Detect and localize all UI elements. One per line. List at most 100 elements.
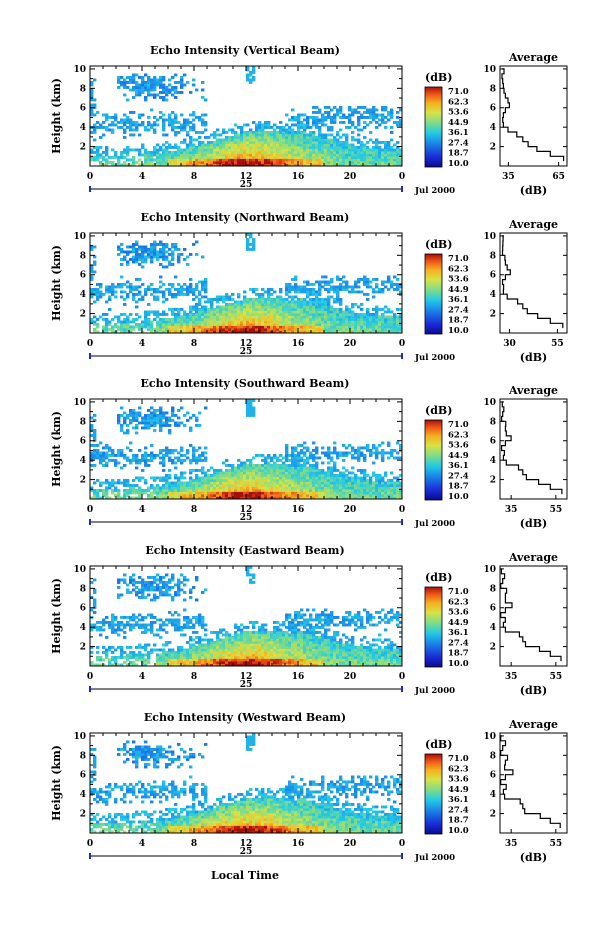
heatmap-cell	[252, 316, 255, 319]
heatmap-cell	[243, 291, 246, 294]
heatmap-cell	[255, 489, 258, 492]
heatmap-cell	[156, 422, 159, 425]
heatmap-cell	[360, 323, 363, 326]
heatmap-cell	[123, 313, 126, 316]
heatmap-cell	[207, 321, 210, 324]
heatmap-cell	[375, 318, 378, 321]
heatmap-cell	[324, 156, 327, 159]
heatmap-cell	[201, 313, 204, 316]
heatmap-cell	[231, 479, 234, 482]
heatmap-cell	[165, 489, 168, 492]
heatmap-cell	[279, 472, 282, 475]
heatmap-cell	[150, 261, 153, 264]
heatmap-cell	[150, 494, 153, 497]
heatmap-cell	[252, 139, 255, 142]
heatmap-cell	[324, 288, 327, 291]
heatmap-cell	[234, 472, 237, 475]
heatmap-cell	[312, 467, 315, 470]
heatmap-cell	[261, 141, 264, 144]
heatmap-cell	[345, 151, 348, 154]
heatmap-cell	[276, 494, 279, 497]
heatmap-cell	[396, 288, 399, 291]
heatmap-cell	[177, 156, 180, 159]
heatmap-cell	[204, 457, 207, 460]
heatmap-cell	[150, 288, 153, 291]
heatmap-cell	[300, 449, 303, 452]
heatmap-cell	[357, 139, 360, 142]
heatmap-cell	[318, 146, 321, 149]
heatmap-cell	[147, 419, 150, 422]
heatmap-cell	[192, 151, 195, 154]
heatmap-cell	[153, 477, 156, 480]
date-label: Jul 2000	[414, 353, 455, 363]
heatmap-cell	[300, 318, 303, 321]
heatmap-cell	[300, 131, 303, 134]
heatmap-cell	[144, 492, 147, 495]
heatmap-cell	[201, 256, 204, 259]
heatmap-cell	[279, 154, 282, 157]
heatmap-cell	[351, 151, 354, 154]
heatmap-cell	[303, 469, 306, 472]
heatmap-cell	[171, 449, 174, 452]
heatmap-cell	[195, 146, 198, 149]
heatmap-cell	[93, 263, 96, 266]
heatmap-cell	[306, 144, 309, 147]
heatmap-cell	[222, 131, 225, 134]
heatmap-cell	[165, 482, 168, 485]
heatmap-cell	[342, 116, 345, 119]
heatmap-cell	[225, 316, 228, 319]
heatmap-cell	[351, 114, 354, 117]
heatmap-cell	[153, 256, 156, 259]
heatmap-cell	[273, 149, 276, 152]
profile-y-tick-label: 6	[490, 104, 496, 114]
heatmap-cell	[270, 311, 273, 314]
heatmap-cell	[192, 459, 195, 462]
heatmap-cell	[315, 116, 318, 119]
heatmap-cell	[210, 316, 213, 319]
heatmap-cell	[132, 414, 135, 417]
heatmap-cell	[162, 412, 165, 415]
heatmap-cell	[264, 139, 267, 142]
y-tick-label: 6	[80, 271, 86, 281]
heatmap-cell	[243, 321, 246, 324]
heatmap-cell	[375, 116, 378, 119]
heatmap-cell	[240, 306, 243, 309]
heatmap-cell	[345, 126, 348, 129]
heatmap-cell	[297, 119, 300, 122]
heatmap-cell	[147, 417, 150, 420]
heatmap-cell	[216, 301, 219, 304]
heatmap-cell	[291, 161, 294, 164]
heatmap-cell	[303, 298, 306, 301]
heatmap-cell	[129, 149, 132, 152]
heatmap-cell	[282, 151, 285, 154]
heatmap-cell	[264, 291, 267, 294]
heatmap-cell	[315, 482, 318, 485]
heatmap-cell	[375, 447, 378, 450]
heatmap-cell	[249, 409, 252, 412]
heatmap-cell	[321, 149, 324, 152]
heatmap-cell	[387, 159, 390, 162]
heatmap-cell	[183, 454, 186, 457]
heatmap-cell	[357, 119, 360, 122]
heatmap-cell	[171, 159, 174, 162]
heatmap-cell	[390, 116, 393, 119]
heatmap-cell	[168, 283, 171, 286]
heatmap-cell	[360, 278, 363, 281]
heatmap-cell	[123, 326, 126, 329]
heatmap-cell	[159, 84, 162, 87]
heatmap-cell	[129, 89, 132, 92]
heatmap-cell	[156, 419, 159, 422]
heatmap-cell	[309, 141, 312, 144]
heatmap-cell	[198, 494, 201, 497]
heatmap-cell	[270, 474, 273, 477]
heatmap-cell	[177, 482, 180, 485]
heatmap-cell	[165, 487, 168, 490]
heatmap-cell	[219, 313, 222, 316]
heatmap-cell	[120, 326, 123, 329]
heatmap-cell	[297, 116, 300, 119]
heatmap-cell	[90, 276, 93, 279]
heatmap-cell	[357, 313, 360, 316]
heatmap-cell	[255, 321, 258, 324]
heatmap-cell	[363, 144, 366, 147]
heatmap-cell	[390, 328, 393, 331]
